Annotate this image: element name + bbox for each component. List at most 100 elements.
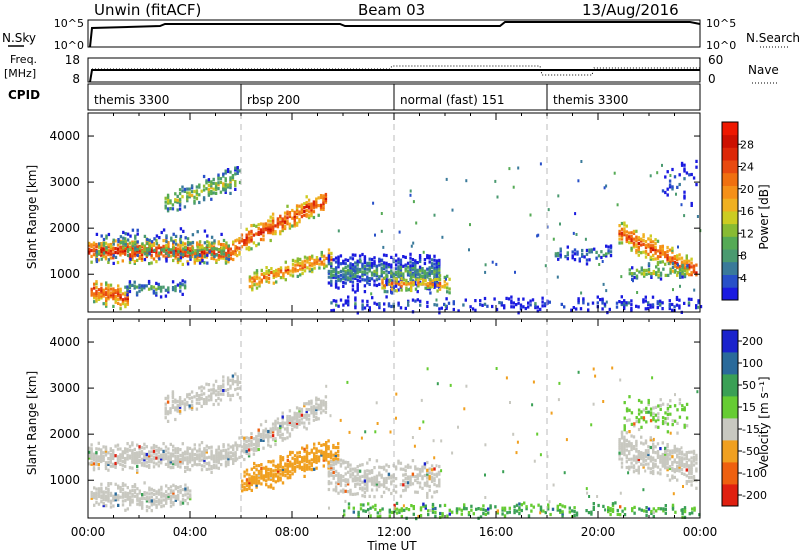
- data-cell: [339, 464, 343, 468]
- data-cell: [525, 505, 528, 509]
- data-cell: [196, 243, 199, 247]
- data-cell: [615, 301, 619, 305]
- data-cell: [683, 259, 686, 263]
- data-cell: [310, 204, 313, 208]
- data-cell: [272, 469, 275, 473]
- data-cell: [238, 444, 241, 448]
- data-cell: [379, 512, 382, 515]
- data-cell: [421, 465, 424, 469]
- data-cell: [327, 260, 331, 264]
- data-cell: [433, 283, 436, 287]
- data-cell: [275, 270, 278, 274]
- data-cell: [236, 379, 239, 383]
- data-cell: [635, 304, 638, 308]
- data-cell: [128, 280, 132, 284]
- data-cell: [281, 415, 284, 419]
- data-cell: [515, 509, 519, 513]
- data-cell: [351, 477, 355, 481]
- data-cell: [620, 275, 623, 279]
- data-cell: [124, 495, 127, 499]
- data-cell: [484, 443, 487, 447]
- data-cell: [303, 447, 306, 451]
- data-cell: [305, 417, 308, 421]
- data-cell: [229, 178, 232, 182]
- data-cell: [312, 202, 316, 206]
- data-cell: [631, 266, 634, 270]
- data-cell: [166, 201, 170, 205]
- data-cell: [227, 244, 230, 248]
- data-cell: [433, 303, 436, 307]
- data-cell: [167, 457, 170, 461]
- data-cell: [482, 508, 485, 512]
- data-cell: [630, 442, 633, 446]
- data-cell: [263, 272, 266, 276]
- data-cell: [433, 276, 436, 280]
- data-cell: [438, 268, 441, 272]
- data-cell: [257, 471, 261, 475]
- data-cell: [234, 451, 237, 455]
- data-cell: [181, 455, 184, 459]
- data-cell: [621, 509, 624, 513]
- data-cell: [354, 482, 357, 487]
- data-cell: [429, 277, 432, 282]
- data-cell: [232, 459, 235, 464]
- data-cell: [198, 401, 201, 405]
- data-cell: [207, 383, 211, 387]
- data-cell: [93, 503, 96, 507]
- data-cell: [404, 469, 407, 473]
- data-cell: [366, 488, 369, 492]
- data-cell: [224, 450, 228, 454]
- data-cell: [167, 288, 170, 292]
- data-cell: [577, 301, 580, 305]
- data-cell: [140, 252, 144, 257]
- data-cell: [255, 468, 258, 472]
- data-cell: [214, 186, 218, 190]
- data-cell: [155, 250, 158, 254]
- data-cell: [196, 245, 199, 249]
- data-cell: [260, 463, 263, 467]
- data-cell: [265, 465, 268, 469]
- data-cell: [366, 486, 369, 490]
- data-cell: [95, 501, 98, 505]
- data-cell: [620, 457, 624, 461]
- data-cell: [215, 253, 219, 257]
- data-cell: [217, 459, 220, 463]
- data-cell: [90, 243, 93, 247]
- data-cell: [305, 467, 309, 471]
- data-cell: [222, 186, 225, 190]
- data-cell: [286, 210, 289, 214]
- data-cell: [415, 517, 418, 521]
- data-cell: [628, 237, 631, 241]
- data-cell: [133, 259, 136, 264]
- data-cell: [177, 257, 180, 262]
- data-cell: [310, 450, 313, 454]
- data-cell: [131, 451, 134, 455]
- data-cell: [415, 221, 418, 225]
- data-cell: [202, 174, 206, 179]
- data-cell: [181, 402, 184, 406]
- data-cell: [183, 398, 187, 402]
- data-cell: [179, 289, 182, 293]
- data-cell: [349, 492, 352, 496]
- data-cell: [388, 278, 391, 282]
- data-cell: [167, 451, 170, 455]
- data-cell: [346, 490, 350, 494]
- data-cell: [198, 248, 202, 252]
- data-cell: [650, 275, 653, 279]
- data-cell: [551, 507, 555, 511]
- data-cell: [436, 277, 439, 281]
- data-cell: [265, 483, 268, 487]
- data-cell: [178, 397, 182, 402]
- data-cell: [100, 459, 103, 464]
- data-cell: [119, 487, 122, 491]
- data-cell: [105, 490, 108, 494]
- data-cell: [690, 172, 693, 177]
- data-cell: [690, 462, 693, 466]
- data-cell: [438, 270, 441, 274]
- data-cell: [623, 306, 626, 311]
- data-cell: [98, 251, 101, 256]
- power-cbar-swatch: [722, 172, 738, 186]
- data-cell: [426, 300, 429, 305]
- data-cell: [534, 306, 537, 310]
- data-cell: [188, 452, 192, 456]
